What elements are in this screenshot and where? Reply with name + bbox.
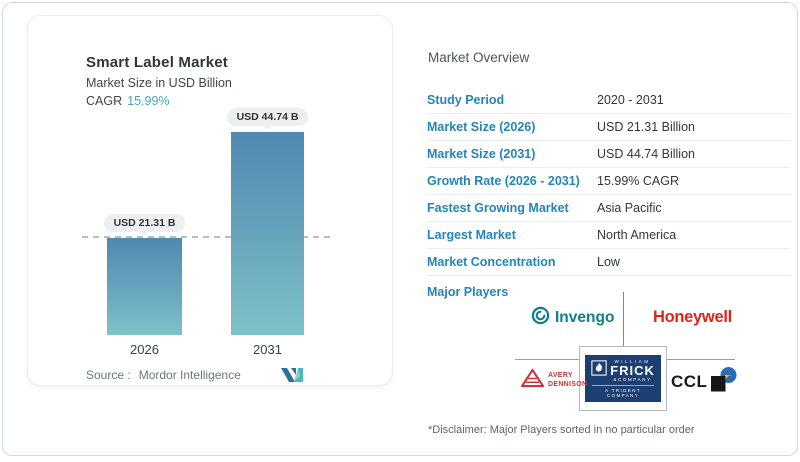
frick-flame-icon — [591, 360, 607, 381]
william-frick-logo: WILLIAM FRICK &COMPANY A TRIDENT COMPANY — [585, 355, 661, 402]
players-horizontal-divider-left — [515, 359, 579, 360]
row-value: 15.99% CAGR — [597, 174, 679, 188]
cagr-label: CAGR — [86, 94, 123, 108]
row-label: Market Size (2031) — [427, 147, 536, 161]
row-label: Largest Market — [427, 228, 516, 242]
chart-cagr: CAGR 15.99% — [86, 94, 170, 108]
x-tick-2026: 2026 — [130, 342, 159, 357]
row-value: North America — [597, 228, 677, 242]
frick-word-frick: FRICK — [610, 363, 655, 378]
row-label: Fastest Growing Market — [427, 201, 569, 215]
bar-value-label-2031: USD 44.74 B — [226, 108, 309, 130]
frick-trident-tagline: A TRIDENT COMPANY — [592, 385, 654, 398]
chart-subtitle: Market Size in USD Billion — [86, 76, 232, 90]
overview-heading: Market Overview — [428, 50, 530, 65]
market-overview-panel: Market Overview Study Period 2020 - 2031… — [427, 3, 791, 462]
source-label: Source : — [86, 368, 131, 382]
avery-word-1: AVERY — [548, 372, 573, 380]
invengo-logo-text: Invengo — [555, 309, 615, 326]
avery-dennison-triangle-icon — [520, 368, 545, 393]
players-horizontal-divider-right — [667, 359, 735, 360]
baseline-dashed-line — [82, 236, 332, 239]
bar-2026 — [107, 238, 182, 335]
row-label: Market Size (2026) — [427, 120, 536, 134]
invengo-logo-icon — [531, 306, 550, 330]
row-value: Asia Pacific — [597, 201, 662, 215]
bar-column-2031: USD 44.74 B 2031 — [226, 108, 309, 357]
source-value: Mordor Intelligence — [138, 368, 241, 382]
william-frick-logo-frame: WILLIAM FRICK &COMPANY A TRIDENT COMPANY — [579, 346, 667, 411]
table-row-market-size-2031: Market Size (2031) USD 44.74 Billion — [427, 141, 791, 168]
source-attribution: Source : Mordor Intelligence — [86, 368, 241, 382]
market-snapshot-card: Smart Label Market Market Size in USD Bi… — [27, 15, 393, 386]
x-tick-2031: 2031 — [253, 342, 282, 357]
major-players-label: Major Players — [427, 285, 509, 299]
table-row-study-period: Study Period 2020 - 2031 — [427, 87, 791, 114]
chart-title: Smart Label Market — [86, 54, 228, 71]
row-value: Low — [597, 255, 620, 269]
table-row-market-concentration: Market Concentration Low — [427, 249, 791, 276]
table-row-market-size-2026: Market Size (2026) USD 21.31 Billion — [427, 114, 791, 141]
invengo-logo: Invengo — [531, 306, 614, 330]
row-value: 2020 - 2031 — [597, 93, 664, 107]
cagr-value: 15.99% — [127, 94, 170, 108]
row-value: USD 21.31 Billion — [597, 120, 695, 134]
row-label: Market Concentration — [427, 255, 556, 269]
disclaimer-text: *Disclaimer: Major Players sorted in no … — [428, 424, 695, 436]
table-row-fastest-growing-market: Fastest Growing Market Asia Pacific — [427, 195, 791, 222]
honeywell-logo: Honeywell — [653, 308, 732, 326]
frick-word-william: WILLIAM — [614, 359, 651, 364]
avery-dennison-logo: AVERY DENNISON — [520, 368, 587, 393]
row-label: Study Period — [427, 93, 505, 107]
avery-word-2: DENNISON — [548, 380, 588, 388]
row-label: Growth Rate (2026 - 2031) — [427, 174, 580, 188]
ccl-logo: CCL — [671, 366, 737, 398]
ccl-logo-icon — [711, 366, 737, 398]
bar-column-2026: USD 21.31 B 2026 — [103, 116, 186, 357]
players-vertical-divider — [623, 292, 624, 346]
table-row-growth-rate: Growth Rate (2026 - 2031) 15.99% CAGR — [427, 168, 791, 195]
row-value: USD 44.74 Billion — [597, 147, 695, 161]
ccl-logo-text: CCL — [671, 372, 708, 391]
page-frame: Smart Label Market Market Size in USD Bi… — [2, 2, 798, 456]
avery-dennison-logo-text: AVERY DENNISON — [548, 372, 587, 389]
bar-chart: USD 21.31 B 2026 USD 44.74 B 2031 — [28, 108, 392, 357]
bar-value-label-2026: USD 21.31 B — [103, 214, 186, 237]
table-row-largest-market: Largest Market North America — [427, 222, 791, 249]
bar-2031 — [231, 132, 304, 335]
frick-word-company: &COMPANY — [613, 377, 652, 382]
mordor-intelligence-logo-icon — [281, 367, 304, 388]
overview-table: Study Period 2020 - 2031 Market Size (20… — [427, 87, 791, 276]
